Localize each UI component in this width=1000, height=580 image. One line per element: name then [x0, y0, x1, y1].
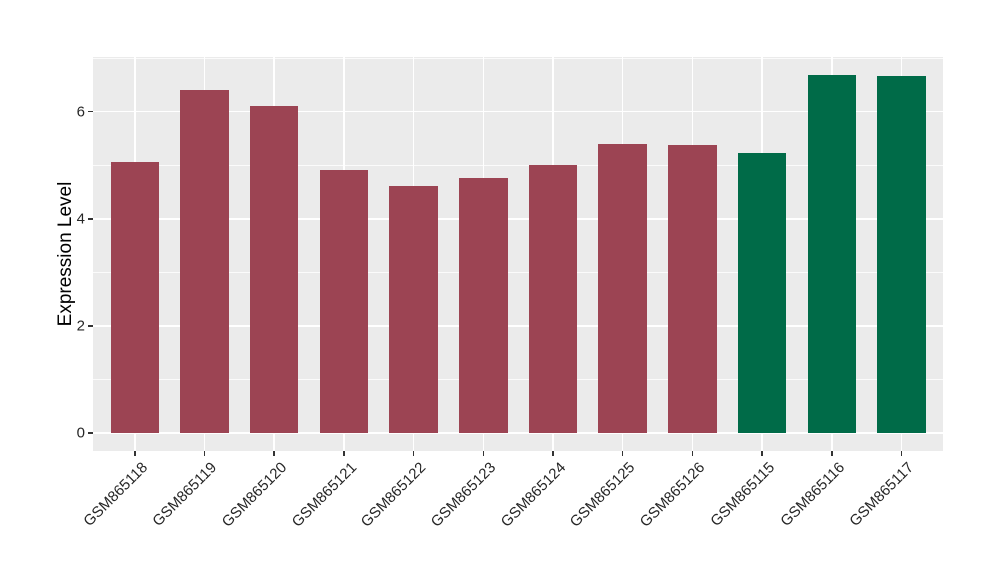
y-tick-label-2: 2: [76, 317, 85, 335]
bar-GSM865120: [249, 105, 299, 433]
x-tick-GSM865116: [831, 451, 833, 456]
x-tick-GSM865121: [343, 451, 345, 456]
y-axis-title-text: Expression Level: [55, 181, 76, 327]
x-tick-GSM865125: [621, 451, 624, 456]
minor-gridline-y-5: [93, 164, 943, 166]
x-tick-label-text: GSM865122: [358, 459, 430, 531]
x-tick-label-text: GSM865115: [707, 459, 779, 530]
bar-GSM865119: [180, 90, 229, 433]
y-tick-2: [88, 325, 93, 327]
x-tick-label-text: GSM865125: [567, 459, 639, 531]
plot-panel: [93, 57, 943, 451]
x-tick-GSM865122: [412, 451, 415, 456]
x-tick-label-text: GSM865120: [218, 459, 291, 531]
minor-gridline-y-3: [93, 271, 943, 273]
x-tick-GSM865117: [900, 451, 903, 456]
y-tick-0: [88, 432, 93, 434]
x-tick-label-text: GSM865119: [149, 459, 221, 530]
x-tick-GSM865123: [482, 451, 485, 456]
major-gridline-y-0: [93, 432, 943, 434]
bar-GSM865122: [389, 186, 438, 433]
x-tick-label-text: GSM865118: [80, 459, 151, 530]
bar-GSM865126: [668, 145, 717, 433]
x-tick-GSM865115: [761, 451, 763, 456]
y-tick-6: [88, 110, 93, 113]
y-tick-4: [88, 218, 93, 220]
x-tick-GSM865124: [552, 451, 554, 456]
major-gridline-y-4: [93, 218, 943, 220]
x-tick-label-text: GSM865116: [777, 459, 848, 530]
y-tick-label-0: 0: [76, 424, 85, 442]
bar-GSM865116: [807, 74, 857, 433]
major-gridline-y-6: [93, 110, 943, 113]
x-tick-GSM865118: [134, 451, 136, 456]
x-tick-label-text: GSM865121: [288, 459, 360, 531]
x-tick-GSM865126: [691, 451, 694, 456]
x-tick-GSM865120: [273, 451, 275, 456]
bar-GSM865125: [598, 143, 647, 433]
x-tick-label-text: GSM865123: [427, 459, 500, 531]
x-tick-label-text: GSM865124: [497, 459, 570, 531]
bar-GSM865118: [110, 162, 160, 433]
minor-gridline-y-7: [93, 57, 943, 59]
bar-GSM865121: [319, 170, 369, 433]
bar-GSM865117: [877, 75, 926, 433]
bar-GSM865123: [459, 177, 508, 433]
y-tick-label-4: 4: [76, 210, 85, 228]
bar-GSM865115: [737, 152, 787, 433]
bar-GSM865124: [528, 164, 578, 433]
y-tick-label-6: 6: [76, 103, 85, 121]
x-tick-label-text: GSM865117: [846, 459, 918, 530]
major-gridline-y-2: [93, 325, 943, 327]
x-tick-label-text: GSM865126: [636, 459, 709, 531]
minor-gridline-y-1: [93, 378, 943, 380]
x-tick-GSM865119: [203, 451, 206, 456]
